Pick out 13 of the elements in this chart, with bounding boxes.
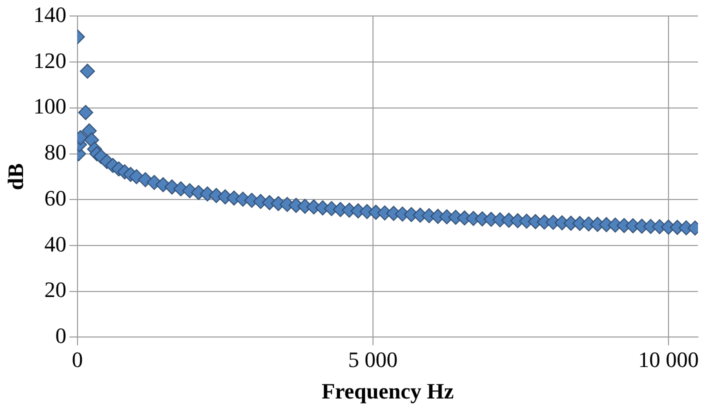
y-tick-label: 120 [33, 48, 66, 73]
y-tick-label: 20 [44, 277, 66, 302]
y-tick-label: 60 [44, 185, 66, 210]
y-tick-label: 100 [33, 94, 66, 119]
y-tick-label: 80 [44, 140, 66, 165]
y-axis-title: dB [2, 162, 28, 190]
y-tick-label: 0 [55, 322, 66, 348]
x-tick-label: 10 000 [638, 347, 699, 372]
y-tick-label: 40 [44, 231, 66, 256]
x-axis-title: Frequency Hz [322, 378, 454, 404]
y-tick-label: 140 [33, 2, 66, 27]
x-tick-label: 0 [72, 347, 83, 372]
x-tick-label: 5 000 [348, 347, 398, 372]
